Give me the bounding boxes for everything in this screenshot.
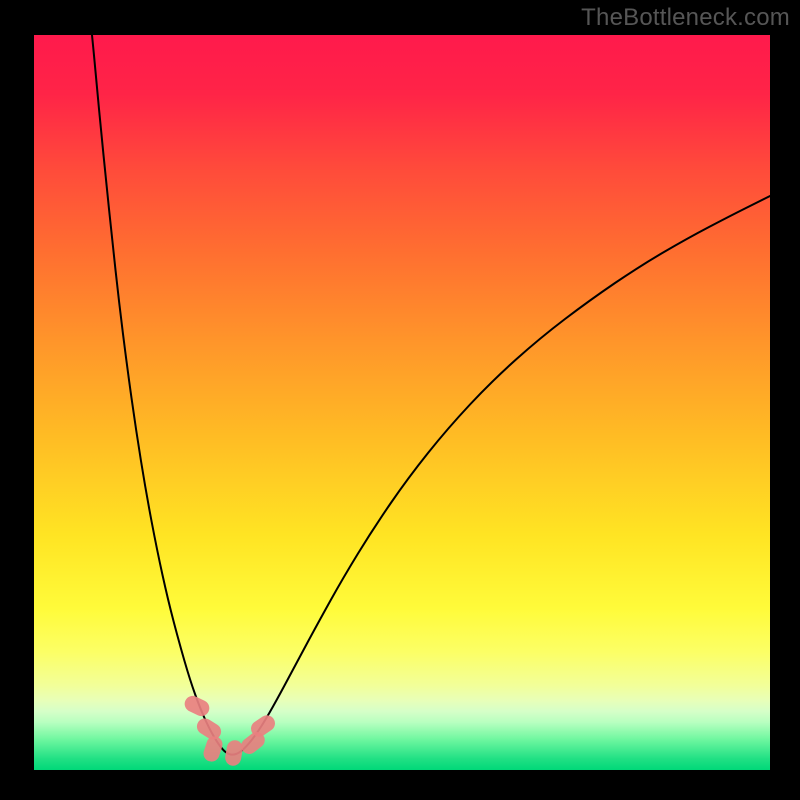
chart-stage: TheBottleneck.com <box>0 0 800 800</box>
watermark-text: TheBottleneck.com <box>581 4 790 32</box>
bottleneck-curve-chart <box>0 0 800 800</box>
plot-background <box>34 35 770 770</box>
